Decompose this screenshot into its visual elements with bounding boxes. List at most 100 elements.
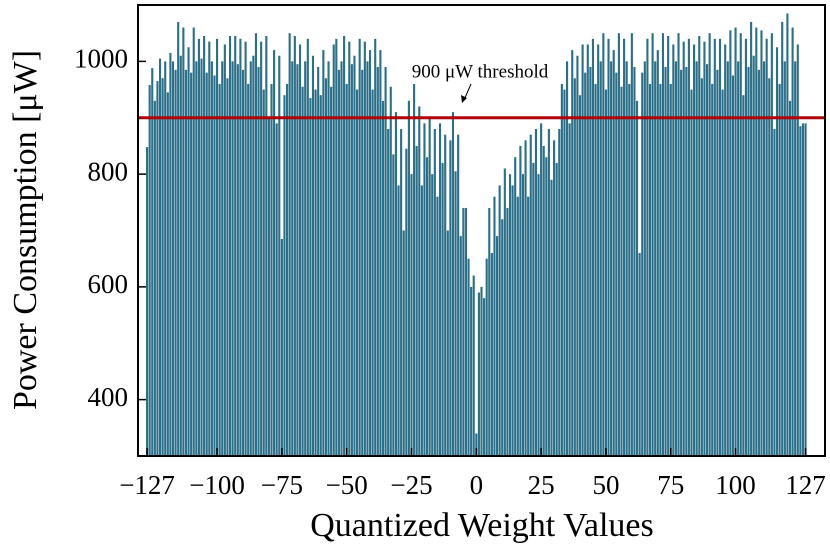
bar <box>620 86 623 457</box>
bar <box>161 78 164 456</box>
bar <box>693 44 696 457</box>
bar <box>283 95 286 456</box>
bar <box>659 83 662 457</box>
bar <box>231 61 234 456</box>
bar <box>249 61 252 456</box>
bar <box>667 36 670 456</box>
bar <box>205 72 208 457</box>
bar <box>744 38 747 456</box>
bar <box>690 89 693 456</box>
bar <box>265 36 268 456</box>
bar <box>252 55 255 457</box>
bar <box>260 41 263 457</box>
x-tick-label: −127 <box>119 470 175 500</box>
bar <box>775 47 779 456</box>
bar <box>177 21 180 456</box>
bar <box>156 81 159 456</box>
bar <box>646 38 649 456</box>
bar <box>721 89 724 456</box>
x-tick-label: 127 <box>785 470 826 500</box>
bar <box>791 27 794 457</box>
bar <box>724 44 727 457</box>
bar <box>604 89 608 456</box>
bar <box>788 100 792 457</box>
bar <box>286 83 289 457</box>
bar <box>319 95 322 456</box>
bar <box>511 185 514 456</box>
bar <box>244 41 247 457</box>
bar <box>275 123 278 456</box>
bar <box>718 38 722 456</box>
bar <box>387 129 390 456</box>
bar <box>296 64 299 456</box>
bar <box>301 86 304 457</box>
bar <box>402 230 405 456</box>
bar <box>617 33 620 456</box>
bar <box>462 207 465 456</box>
bar <box>739 33 742 456</box>
bar <box>394 112 398 457</box>
bar <box>747 67 750 456</box>
bar <box>752 55 755 457</box>
bar <box>223 44 226 457</box>
bar <box>218 83 221 457</box>
bar <box>594 83 597 457</box>
bar <box>293 36 296 456</box>
bar <box>158 58 162 457</box>
bar <box>174 69 177 457</box>
bar <box>656 50 659 456</box>
bar <box>475 433 478 456</box>
bar <box>270 83 273 457</box>
bar <box>625 61 628 456</box>
bar <box>695 61 698 456</box>
bar <box>389 86 392 457</box>
bar <box>273 50 276 456</box>
bar <box>216 38 219 456</box>
bar <box>607 38 610 456</box>
bar <box>716 69 719 457</box>
bar <box>768 78 771 456</box>
bar <box>371 89 374 456</box>
bar <box>355 89 359 456</box>
bar <box>153 100 156 457</box>
bar <box>278 55 281 457</box>
bar <box>449 140 452 457</box>
bar <box>423 123 426 456</box>
bar <box>804 123 807 456</box>
bar <box>635 100 639 457</box>
bar <box>400 129 403 456</box>
bar <box>726 61 729 456</box>
bar <box>457 134 460 456</box>
bar <box>358 38 361 456</box>
bar <box>581 44 584 457</box>
bar <box>420 185 423 456</box>
bar <box>685 67 688 456</box>
bar <box>801 123 805 456</box>
bar <box>521 174 525 456</box>
bar <box>516 196 519 457</box>
bar <box>734 27 737 457</box>
bar <box>291 61 294 456</box>
bar <box>542 145 545 456</box>
bar <box>332 44 335 457</box>
bar <box>192 27 195 457</box>
y-tick-label: 800 <box>88 156 129 186</box>
y-tick-label: 400 <box>88 382 129 412</box>
bar <box>799 126 802 457</box>
bar <box>565 61 569 456</box>
bar <box>190 72 193 457</box>
bar <box>441 162 444 456</box>
bar <box>750 21 753 456</box>
bar <box>195 61 198 456</box>
bar <box>599 61 602 456</box>
bar <box>781 21 784 456</box>
bar <box>628 83 631 457</box>
plot-frame <box>137 4 826 457</box>
bar <box>731 75 735 456</box>
bar <box>568 123 571 456</box>
bar <box>610 61 613 456</box>
bar <box>796 44 799 457</box>
x-tick-label: −100 <box>189 470 245 500</box>
bar <box>366 61 369 456</box>
bar <box>687 38 690 456</box>
